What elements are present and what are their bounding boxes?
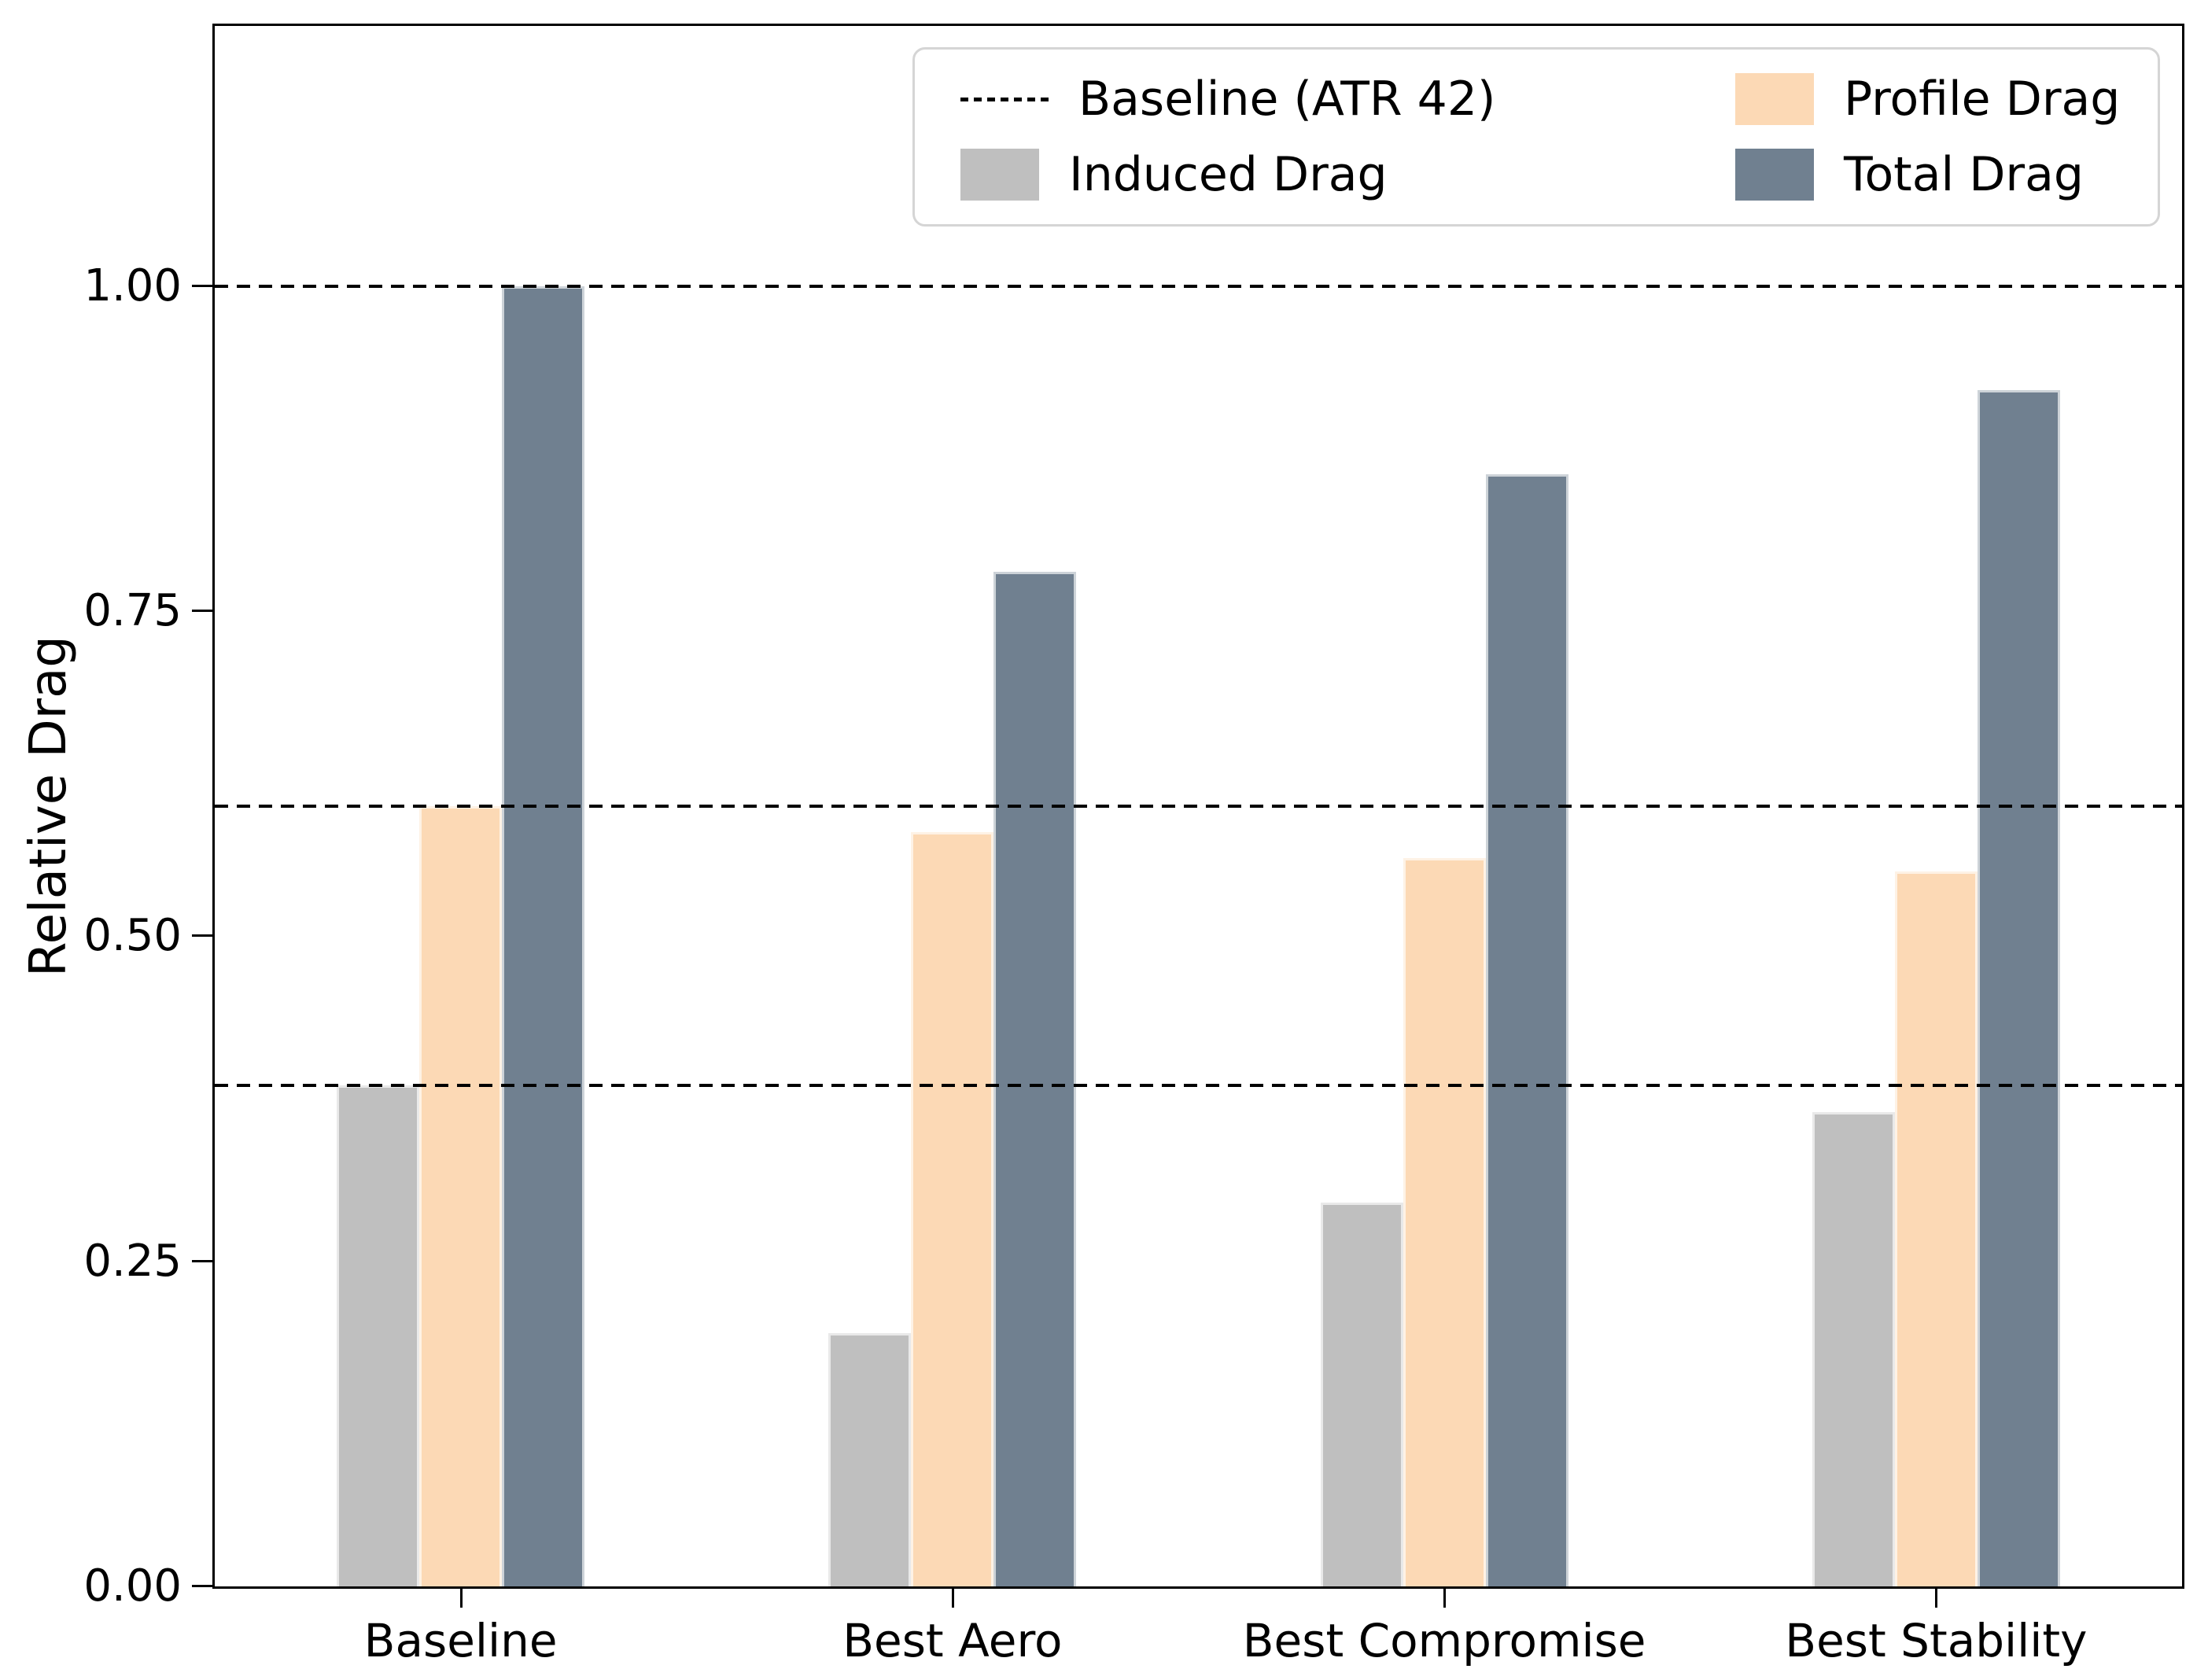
legend-entry-baseline: Baseline (ATR 42) (960, 73, 1735, 125)
y-tick-label: 0.00 (83, 1560, 182, 1612)
plot-area: Baseline (ATR 42) Profile Drag Induced D… (83, 24, 2184, 1663)
bar-total-drag (1977, 389, 2060, 1586)
legend-label: Total Drag (1844, 147, 2084, 202)
bar-total-drag (993, 572, 1077, 1586)
legend-entry-induced-drag: Induced Drag (960, 149, 1735, 201)
y-tick (192, 610, 212, 612)
bar-induced-drag (1812, 1111, 1895, 1586)
legend-entry-profile-drag: Profile Drag (1735, 73, 2134, 125)
x-tick-label: Baseline (363, 1614, 558, 1667)
bar-profile-drag (1894, 871, 1978, 1586)
y-axis-label: Relative Drag (20, 636, 78, 977)
dashed-line-icon (960, 97, 1049, 101)
bar-total-drag (1485, 474, 1568, 1586)
y-tick (192, 934, 212, 938)
legend-label: Profile Drag (1844, 72, 2121, 127)
y-tick (192, 1259, 212, 1262)
x-tick-label: Best Aero (842, 1614, 1063, 1667)
bar-profile-drag (911, 832, 994, 1586)
y-tick (192, 284, 212, 287)
color-swatch-icon (960, 149, 1039, 201)
legend-label: Induced Drag (1069, 147, 1388, 202)
legend-entry-total-drag: Total Drag (1735, 149, 2134, 201)
x-tick (1935, 1589, 1938, 1608)
x-tick-label: Best Compromise (1242, 1614, 1646, 1667)
y-tick-label: 0.25 (83, 1235, 182, 1287)
legend-label: Baseline (ATR 42) (1078, 72, 1496, 127)
bar-induced-drag (1320, 1203, 1403, 1586)
bar-induced-drag (828, 1332, 912, 1586)
baseline-dashed-line (215, 1084, 2182, 1088)
bar-profile-drag (1403, 858, 1486, 1586)
bar-profile-drag (419, 806, 503, 1586)
color-swatch-icon (1735, 149, 1814, 201)
legend: Baseline (ATR 42) Profile Drag Induced D… (912, 47, 2160, 227)
y-tick-label: 1.00 (83, 260, 182, 311)
x-tick (459, 1589, 463, 1608)
y-tick-label: 0.75 (83, 585, 182, 636)
y-tick (192, 1585, 212, 1587)
x-tick (1443, 1589, 1447, 1608)
color-swatch-icon (1735, 73, 1814, 125)
baseline-dashed-line (215, 284, 2182, 288)
x-tick (951, 1589, 954, 1608)
bar-induced-drag (337, 1085, 420, 1586)
x-tick-label: Best Stability (1785, 1614, 2088, 1667)
bar-total-drag (502, 286, 585, 1586)
y-tick-label: 0.50 (83, 910, 182, 962)
baseline-dashed-line (215, 805, 2182, 808)
